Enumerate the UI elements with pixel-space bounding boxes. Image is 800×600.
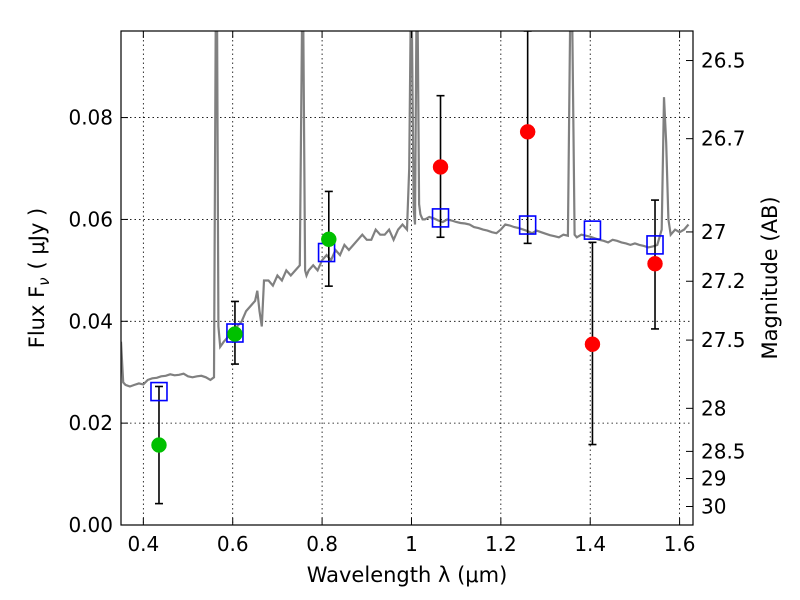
y-axis-label-main: Flux F bbox=[25, 286, 49, 348]
plot-frame bbox=[120, 30, 694, 526]
model-photometry bbox=[150, 208, 664, 402]
observed-flux-point bbox=[584, 336, 601, 352]
plot-area bbox=[121, 31, 690, 505]
y-tick-label: 0.06 bbox=[68, 207, 113, 231]
magnitude-tick-label: 27.5 bbox=[701, 328, 746, 352]
x-axis: 0.4 0.6 0.8 1 1.2 1.4 1.6 bbox=[127, 31, 696, 556]
y-tick-label: 0.00 bbox=[68, 513, 113, 537]
observed-flux-point bbox=[432, 159, 449, 175]
magnitude-tick-label: 30 bbox=[701, 495, 726, 519]
magnitude-tick-label: 27.2 bbox=[701, 269, 746, 293]
model-flux-square bbox=[646, 235, 664, 255]
x-tick-label: 1.6 bbox=[664, 532, 696, 556]
model-spectrum-line bbox=[121, 31, 690, 388]
magnitude-tick-label: 29 bbox=[701, 467, 726, 491]
y-axis-label-unit: ( μJy ) bbox=[25, 208, 49, 270]
observed-flux-point bbox=[227, 326, 243, 342]
model-flux-square bbox=[431, 208, 450, 228]
y-tick-label: 0.04 bbox=[68, 309, 113, 333]
observed-photometry bbox=[151, 124, 663, 453]
observed-flux-point bbox=[321, 231, 337, 248]
x-tick-label: 0.4 bbox=[127, 532, 159, 556]
y-axis-label-subscript: ν bbox=[35, 277, 53, 285]
model-flux-square bbox=[518, 215, 537, 235]
observed-flux-point bbox=[151, 437, 167, 453]
model-flux-square bbox=[226, 323, 244, 343]
y-tick-label: 0.08 bbox=[68, 106, 113, 130]
magnitude-tick-label: 26.7 bbox=[701, 127, 746, 151]
x-tick-label: 0.6 bbox=[217, 532, 249, 556]
x-tick-label: 1.4 bbox=[574, 532, 606, 556]
x-tick-label: 1.2 bbox=[485, 532, 517, 556]
observed-flux-point bbox=[519, 124, 536, 140]
x-tick-label: 1 bbox=[405, 532, 418, 556]
magnitude-tick-label: 27 bbox=[701, 220, 726, 244]
model-flux-square bbox=[150, 381, 168, 402]
magnitude-tick-label: 26.5 bbox=[701, 49, 746, 73]
observed-flux-point bbox=[647, 255, 663, 272]
magnitude-tick-label: 28.5 bbox=[701, 439, 746, 463]
magnitude-axis-label: Magnitude (AB) bbox=[758, 196, 782, 359]
x-tick-label: 0.8 bbox=[306, 532, 338, 556]
magnitude-tick-label: 28 bbox=[701, 396, 726, 420]
y-axis-label: Flux Fν ( μJy ) bbox=[25, 208, 53, 349]
x-axis-label: Wavelength λ (μm) bbox=[307, 563, 508, 587]
model-flux-square bbox=[583, 220, 602, 240]
y-axis: 0.00 0.02 0.04 0.06 0.08 bbox=[68, 106, 128, 537]
y-tick-label: 0.02 bbox=[68, 411, 113, 435]
magnitude-axis: 26.5 26.7 27 27.2 27.5 28 28.5 29 30 bbox=[686, 49, 746, 519]
